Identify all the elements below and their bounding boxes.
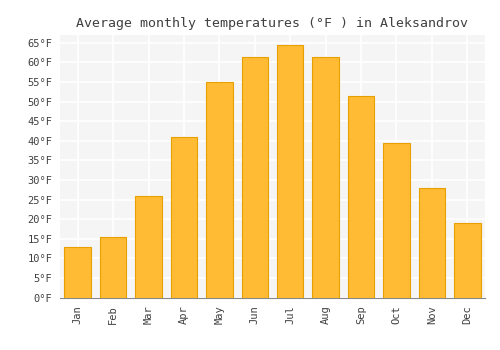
Bar: [242, 57, 268, 298]
Bar: [383, 143, 409, 298]
Title: Average monthly temperatures (°F ) in Aleksandrov: Average monthly temperatures (°F ) in Al…: [76, 17, 468, 30]
Bar: [170, 137, 197, 298]
Bar: [277, 45, 303, 298]
Bar: [64, 246, 91, 298]
Bar: [206, 82, 233, 298]
Bar: [136, 196, 162, 298]
Bar: [100, 237, 126, 298]
Bar: [454, 223, 480, 298]
Bar: [418, 188, 445, 298]
Bar: [312, 57, 339, 298]
Bar: [348, 96, 374, 298]
